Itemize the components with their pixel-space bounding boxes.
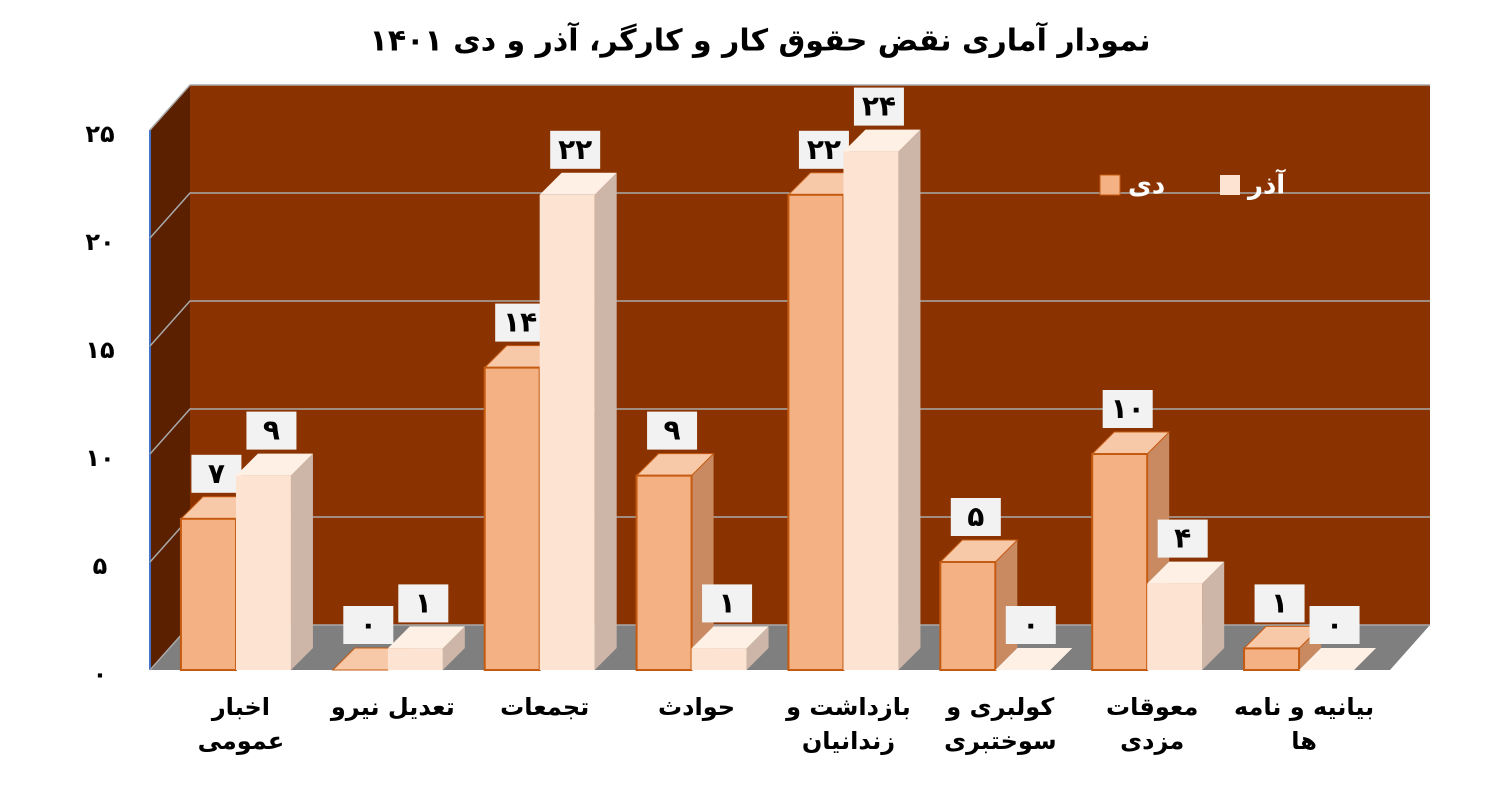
bar-side: [746, 626, 769, 670]
bar-side: [594, 172, 617, 671]
bar: [483, 366, 541, 671]
value-label-box: [398, 584, 449, 623]
bar: [787, 193, 845, 672]
grid-line: [149, 192, 1430, 239]
value-label: ۹: [664, 414, 681, 447]
legend-label: آذر: [1246, 169, 1286, 201]
bar-side: [442, 626, 465, 670]
bar: [939, 561, 997, 671]
bar: [1091, 453, 1149, 671]
bar-top: [1299, 648, 1377, 670]
value-label-box: [343, 606, 394, 644]
y-tick-label: ۰: [93, 660, 108, 688]
bar: [387, 648, 443, 670]
bar-top: [387, 626, 465, 649]
value-label: ۵: [967, 500, 984, 533]
legend-swatch: [1099, 174, 1121, 196]
value-label: ۷: [208, 457, 225, 490]
y-tick-label: ۲۵: [85, 120, 114, 148]
chart-title: نمودار آماری نقض حقوق کار و کارگر، آذر و…: [370, 22, 1151, 59]
value-label-box: [1157, 519, 1208, 558]
value-label: ۲۲: [558, 133, 592, 166]
x-tick-label: کولبری و سوختبری: [944, 693, 1057, 755]
bar-side: [290, 453, 313, 670]
value-label-box: [495, 303, 546, 342]
bar: [691, 648, 747, 670]
value-label-box: [1102, 390, 1153, 428]
bar: [843, 151, 899, 671]
value-label: ۱۴: [503, 306, 537, 339]
value-label: ۰: [360, 608, 377, 641]
bar: [1243, 647, 1301, 672]
value-label-box: [702, 584, 753, 623]
value-label-box: [853, 87, 904, 126]
value-label-box: [246, 411, 297, 450]
grid-line: [149, 300, 1430, 347]
value-label-box: [798, 130, 849, 169]
x-tick-label: تعدیل نیرو: [330, 693, 455, 721]
y-tick-label: ۵: [93, 552, 108, 580]
value-label-box: [1254, 584, 1305, 623]
bar-top: [691, 626, 769, 649]
bar-side: [1202, 561, 1225, 670]
bar: [235, 475, 291, 670]
grid-line: [149, 408, 1430, 455]
value-label: ۱: [1271, 586, 1288, 619]
value-label-box: [1309, 606, 1360, 644]
value-label: ۲۴: [862, 90, 896, 123]
bar-top: [235, 453, 313, 476]
x-tick-label: معوقات مزدی: [1106, 693, 1199, 755]
bar: [539, 194, 595, 671]
value-label: ۲۲: [807, 133, 841, 166]
legend-label: دی: [1128, 171, 1165, 201]
bar: [635, 474, 693, 671]
y-tick-label: ۱۰: [85, 444, 114, 472]
grid-line: [149, 84, 1430, 131]
value-label: ۹: [263, 414, 280, 447]
value-label-box: [191, 454, 242, 493]
y-tick-label: ۱۵: [85, 336, 114, 364]
value-label-box: [950, 498, 1001, 536]
bar-top: [843, 129, 921, 152]
x-tick-label: تجمعات: [500, 693, 590, 721]
value-label: ۱۰: [1111, 392, 1145, 425]
x-tick-label: حوادث: [658, 693, 736, 721]
value-label: ۰: [1326, 608, 1343, 641]
bar-top: [995, 648, 1073, 670]
legend-swatch: [1220, 175, 1240, 195]
y-tick-label: ۲۰: [85, 228, 114, 256]
x-tick-label: بازداشت و زندانیان: [786, 693, 911, 755]
bar-top: [1147, 561, 1225, 584]
value-label: ۱: [415, 586, 432, 619]
value-label-box: [550, 130, 601, 169]
bar-top: [539, 172, 617, 195]
x-tick-label: بیانیه و نامه ها: [1233, 693, 1375, 755]
value-label-box: [647, 411, 698, 450]
value-label: ۴: [1174, 522, 1191, 555]
bar: [1147, 583, 1203, 670]
bar-side: [898, 129, 921, 671]
bar-side: [995, 540, 1018, 670]
value-label: ۱: [719, 586, 736, 619]
bar: [179, 517, 237, 671]
value-label-box: [1005, 606, 1056, 644]
x-tick-label: اخبار عمومی: [197, 693, 285, 755]
value-label: ۰: [1022, 608, 1039, 641]
